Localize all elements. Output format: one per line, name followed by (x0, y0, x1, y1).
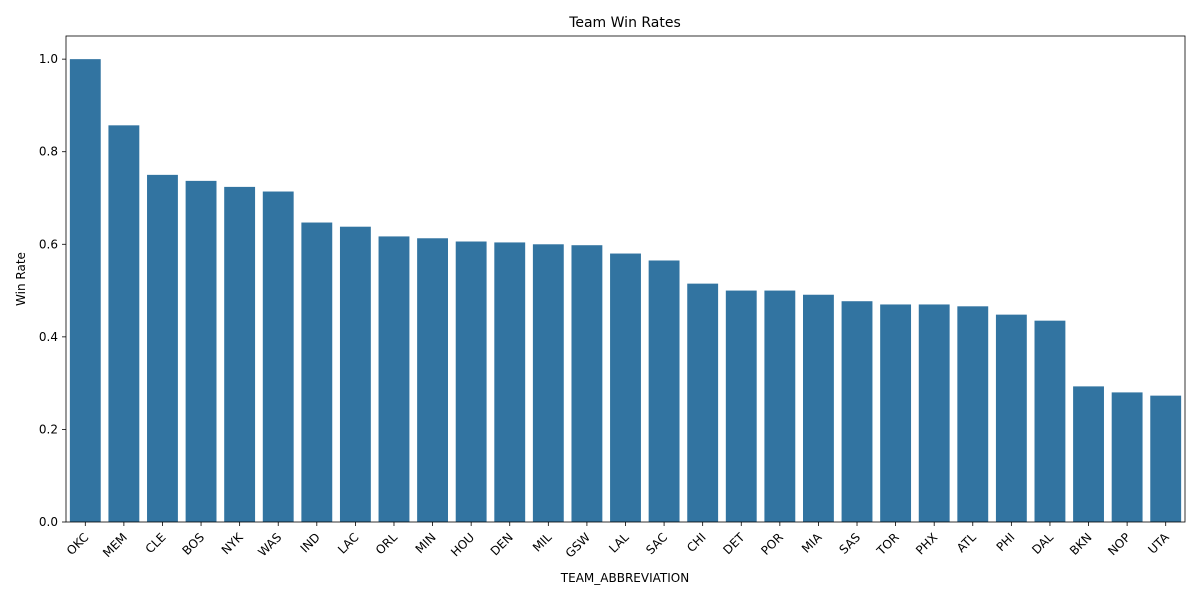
bar-lal (610, 253, 641, 523)
y-tick-label: 0.8 (39, 145, 58, 159)
plot-frame (65, 35, 1186, 523)
bar-mia (803, 294, 834, 522)
bar-mil (532, 244, 564, 523)
bar-ind (301, 222, 333, 522)
bar-okc (69, 59, 101, 522)
bars-group (69, 59, 1182, 523)
bar-den (494, 242, 526, 522)
bar-sas (841, 301, 873, 522)
y-axis-title: Win Rate (14, 252, 28, 306)
bar-dal (1034, 320, 1066, 522)
y-tick-label: 0.0 (39, 515, 58, 529)
bar-mem (108, 125, 140, 522)
bar-phi (995, 314, 1027, 522)
bar-nop (1111, 392, 1143, 522)
bar-orl (378, 236, 410, 523)
bar-sac (648, 260, 680, 522)
bar-chi (687, 283, 719, 522)
bar-bkn (1073, 386, 1104, 522)
bar-phx (918, 304, 950, 522)
bar-lac (339, 226, 371, 522)
bar-min (417, 238, 448, 522)
bar-por (764, 290, 796, 522)
chart-title: Team Win Rates (568, 15, 681, 31)
bar-det (725, 290, 757, 522)
y-tick-label: 1.0 (39, 52, 58, 66)
bar-bos (185, 180, 217, 522)
y-tick-label: 0.4 (39, 330, 58, 344)
bar-nyk (224, 186, 256, 522)
x-axis-title: TEAM_ABBREVIATION (560, 571, 689, 585)
bar-atl (957, 306, 989, 522)
bar-gsw (571, 245, 603, 522)
bar-cle (147, 174, 178, 523)
y-tick-label: 0.6 (39, 237, 58, 251)
bar-hou (455, 241, 487, 522)
bar-tor (880, 304, 912, 522)
bar-was (262, 191, 294, 522)
y-tick-label: 0.2 (39, 422, 58, 436)
bar-uta (1150, 395, 1182, 522)
y-axis: 0.0 0.2 0.4 0.6 0.8 1.0 (39, 52, 66, 529)
